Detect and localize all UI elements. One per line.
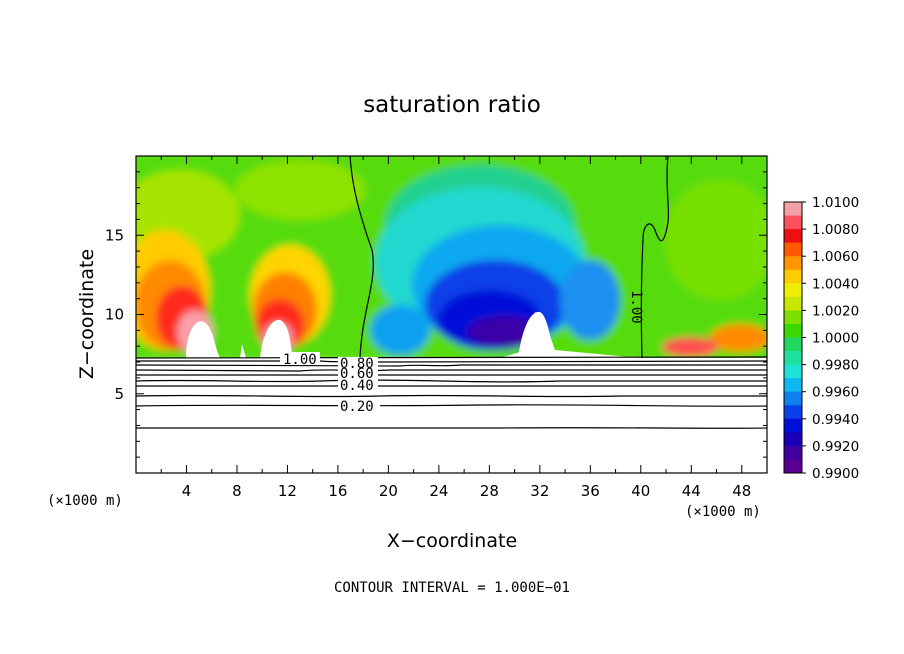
colorbar-label: 0.9920 bbox=[812, 439, 859, 455]
x-tick-label: 20 bbox=[379, 482, 398, 500]
x-tick-label: 16 bbox=[328, 482, 347, 500]
colorbar-swatch bbox=[784, 242, 802, 257]
colorbar-swatch bbox=[784, 364, 802, 379]
contour-1.00-right bbox=[640, 156, 670, 359]
colorbar-label: 1.0060 bbox=[812, 249, 859, 265]
y-tick-label: 5 bbox=[114, 385, 124, 403]
colorbar: 1.0100 1.0080 1.0060 1.0040 1.0020 1.0000 0.99… bbox=[783, 195, 859, 482]
x-tick-label: 48 bbox=[732, 482, 751, 500]
colorbar-label: 1.0100 bbox=[812, 195, 859, 211]
colorbar-label: 1.0080 bbox=[812, 222, 859, 238]
colorbar-swatch bbox=[784, 269, 802, 284]
colorbar-swatch bbox=[784, 391, 802, 406]
masked-region bbox=[136, 312, 767, 473]
colorbar-label: 0.9980 bbox=[812, 358, 859, 374]
x-tick-label: 40 bbox=[631, 482, 650, 500]
contour-lines bbox=[136, 156, 767, 429]
colorbar-swatch bbox=[784, 215, 802, 230]
colorbar-swatch bbox=[784, 310, 802, 325]
colorbar-swatch bbox=[784, 432, 802, 447]
colorbar-swatch bbox=[784, 445, 802, 460]
colorbar-label: 0.9960 bbox=[812, 385, 859, 401]
colorbar-label: 1.0020 bbox=[812, 303, 859, 319]
x-tick-label: 36 bbox=[581, 482, 600, 500]
y-tick-label: 15 bbox=[105, 226, 124, 244]
x-unit-left: (×1000 m) bbox=[47, 493, 123, 509]
x-tick-label: 32 bbox=[530, 482, 549, 500]
colorbar-swatch bbox=[784, 296, 802, 311]
x-axis-label: X−coordinate bbox=[387, 530, 517, 552]
chart-title: saturation ratio bbox=[363, 92, 541, 118]
colorbar-swatch bbox=[784, 459, 802, 474]
y-axis: 5 10 15 bbox=[105, 171, 767, 458]
colorbar-swatch bbox=[784, 405, 802, 420]
colorbar-label: 1.0040 bbox=[812, 276, 859, 292]
y-axis-label: Z−coordinate bbox=[76, 249, 98, 379]
colorbar-swatch bbox=[784, 378, 802, 393]
colorbar-label: 0.9940 bbox=[812, 412, 859, 428]
colorbar-swatch bbox=[784, 351, 802, 366]
contour-label: 0.20 bbox=[340, 399, 374, 415]
colorbar-swatch bbox=[784, 337, 802, 352]
saturation-field bbox=[136, 156, 767, 362]
contour-label: 1.00 bbox=[628, 290, 644, 324]
contour-interval-note: CONTOUR INTERVAL = 1.000E−01 bbox=[334, 580, 570, 596]
x-axis: 4 8 12 16 20 24 28 32 36 40 44 48 bbox=[160, 156, 751, 500]
contour-label: 1.00 bbox=[283, 352, 317, 368]
y-tick-label: 10 bbox=[105, 306, 124, 324]
contour-label: 0.40 bbox=[340, 378, 374, 394]
x-tick-label: 4 bbox=[182, 482, 192, 500]
x-tick-label: 24 bbox=[429, 482, 448, 500]
x-tick-label: 8 bbox=[232, 482, 242, 500]
x-tick-label: 28 bbox=[480, 482, 499, 500]
x-tick-label: 44 bbox=[682, 482, 701, 500]
plot-area bbox=[136, 156, 767, 473]
colorbar-swatch bbox=[784, 256, 802, 271]
x-tick-label: 12 bbox=[278, 482, 297, 500]
x-unit-right: (×1000 m) bbox=[685, 504, 761, 520]
colorbar-swatch bbox=[784, 323, 802, 338]
colorbar-swatch bbox=[784, 202, 802, 217]
colorbar-swatch bbox=[784, 418, 802, 433]
colorbar-swatch bbox=[784, 229, 802, 244]
contour-1.00-left bbox=[349, 156, 374, 359]
colorbar-label: 0.9900 bbox=[812, 466, 859, 482]
contour-labels: 1.00 0.80 0.60 0.40 0.20 1.00 bbox=[280, 290, 644, 415]
colorbar-swatch bbox=[784, 283, 802, 298]
colorbar-label: 1.0000 bbox=[812, 331, 859, 347]
